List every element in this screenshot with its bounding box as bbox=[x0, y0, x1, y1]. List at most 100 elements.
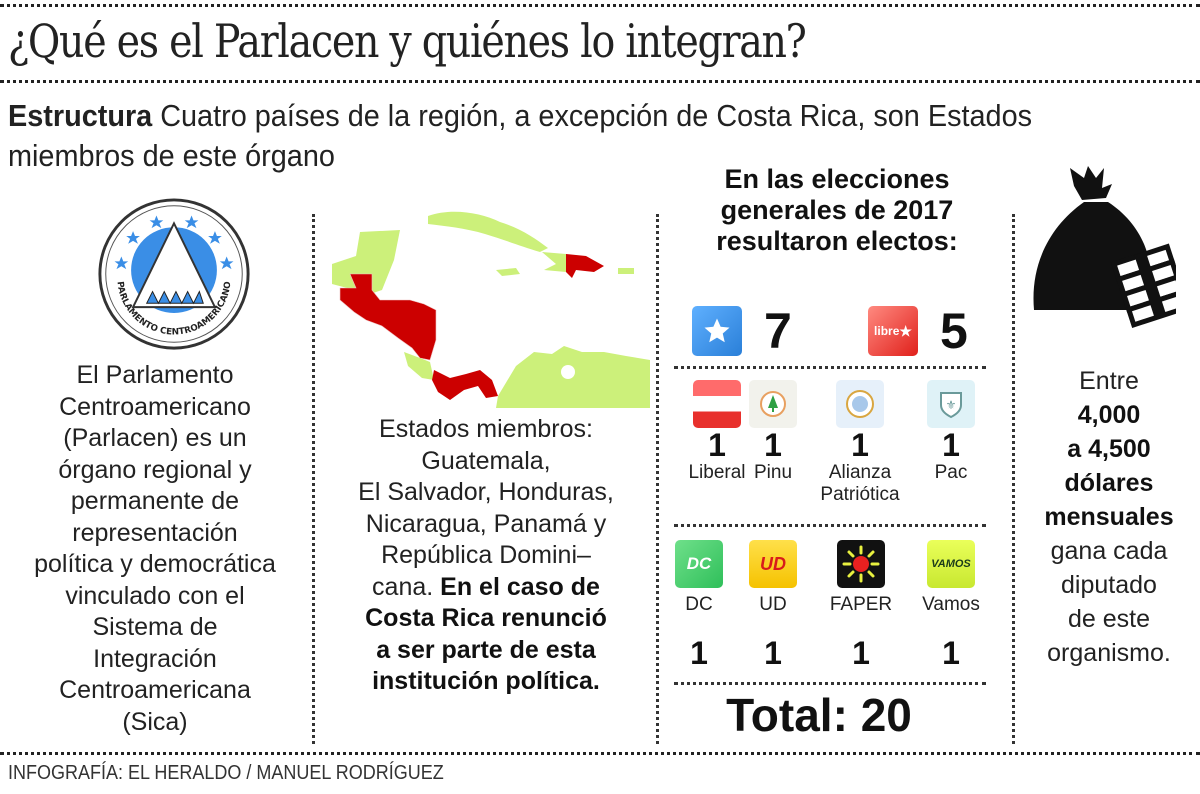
party-nacional: 7 bbox=[692, 302, 792, 360]
libre-logo-text: libre bbox=[874, 324, 900, 338]
description-line: El Parlamento bbox=[76, 361, 234, 389]
salary-currency: dólares bbox=[1064, 469, 1154, 497]
party-name: Liberal bbox=[688, 462, 746, 483]
description-line: representación bbox=[72, 518, 238, 547]
salary-text: Entre 4,000 a 4,500 dólares mensuales ga… bbox=[1018, 364, 1200, 670]
column-divider-2 bbox=[656, 214, 659, 744]
party-name: UD bbox=[759, 594, 787, 615]
party-liberal: 1 Liberal bbox=[672, 380, 762, 484]
party-seats: 1 bbox=[690, 635, 708, 671]
top-divider bbox=[0, 4, 1200, 7]
members-line-plain: cana. bbox=[372, 572, 441, 601]
page-title: ¿Qué es el Parlacen y quiénes lo integra… bbox=[8, 14, 807, 68]
member-states-text: Estados miembros: Guatemala, El Salvador… bbox=[326, 414, 646, 698]
svg-text:⚜: ⚜ bbox=[946, 398, 957, 412]
costa-rica-note-line: a ser parte de esta bbox=[376, 635, 596, 664]
party-name: DC bbox=[685, 594, 713, 615]
description-line: Centroamericana bbox=[59, 676, 251, 704]
party-name: FAPER bbox=[829, 594, 893, 615]
members-line: El Salvador, Honduras, bbox=[358, 478, 614, 506]
description-line: política y democrática bbox=[34, 550, 276, 578]
money-bag-icon bbox=[1033, 166, 1176, 329]
party-divider bbox=[674, 366, 986, 369]
party-seats: 5 bbox=[940, 303, 968, 359]
heading-line: generales de 2017 bbox=[720, 195, 954, 225]
parlacen-description: El Parlamento Centroamericano (Parlacen)… bbox=[0, 360, 310, 738]
party-divider bbox=[674, 682, 986, 685]
pac-shield-icon: ⚜ bbox=[927, 380, 975, 428]
party-libre: libre ★ 5 bbox=[868, 302, 968, 360]
subtitle-label: Estructura bbox=[8, 98, 153, 133]
party-dc: DC DC 1 bbox=[654, 540, 744, 670]
libre-logo-icon: libre ★ bbox=[868, 306, 918, 356]
members-line: República Domini– bbox=[381, 541, 591, 569]
salary-max: a 4,500 bbox=[1067, 435, 1151, 463]
party-vamos: VAMOS Vamos 1 bbox=[906, 540, 996, 670]
dc-logo-text: DC bbox=[686, 554, 712, 573]
party-seats: 1 bbox=[708, 427, 726, 463]
costa-rica-note-start: En el caso de bbox=[440, 572, 600, 601]
party-name: Pinu bbox=[753, 462, 793, 483]
description-line: (Parlacen) es un bbox=[63, 424, 247, 452]
costa-rica-note-line: institución política. bbox=[372, 667, 600, 695]
vamos-logo-icon: VAMOS bbox=[927, 540, 975, 588]
party-seats: 1 bbox=[764, 427, 782, 463]
party-name: Vamos bbox=[922, 594, 980, 615]
salary-line: organismo. bbox=[1047, 639, 1171, 667]
pinu-tree-icon bbox=[749, 380, 797, 428]
party-name: Pac bbox=[934, 462, 968, 483]
party-pac: ⚜ 1 Pac bbox=[906, 380, 996, 484]
description-line: (Sica) bbox=[122, 707, 188, 736]
description-line: Sistema de bbox=[92, 613, 218, 641]
party-seats: 1 bbox=[852, 635, 870, 671]
description-line: permanente de bbox=[70, 487, 240, 515]
party-seats: 1 bbox=[942, 427, 960, 463]
costa-rica-note-line: Costa Rica renunció bbox=[365, 604, 607, 632]
total-seats: Total: 20 bbox=[726, 689, 912, 741]
heading-line: resultaron electos: bbox=[716, 226, 958, 256]
parlacen-logo: PARLAMENTO CENTROAMERICANO bbox=[98, 198, 250, 350]
salary-line: gana cada bbox=[1050, 537, 1168, 565]
party-faper: FAPER 1 bbox=[816, 540, 906, 670]
party-seats: 1 bbox=[764, 635, 782, 671]
description-line: Centroamericano bbox=[59, 392, 251, 421]
heading-line: En las elecciones bbox=[724, 164, 950, 194]
vamos-logo-text: VAMOS bbox=[931, 558, 971, 570]
salary-line: de este bbox=[1067, 605, 1150, 633]
central-america-map bbox=[332, 211, 650, 408]
party-name: Alianza Patriótica bbox=[820, 462, 900, 505]
party-seats: 7 bbox=[764, 303, 792, 359]
description-line: Integración bbox=[93, 644, 217, 673]
star-icon bbox=[692, 306, 742, 356]
party-divider bbox=[674, 524, 986, 527]
salary-line: Entre bbox=[1079, 367, 1139, 395]
faper-sun-icon bbox=[837, 540, 885, 588]
dc-logo-icon: DC bbox=[675, 540, 723, 588]
description-line: órgano regional y bbox=[58, 455, 252, 484]
liberal-flag-icon bbox=[693, 380, 741, 428]
red-star-icon: ★ bbox=[899, 322, 912, 339]
column-divider-3 bbox=[1012, 214, 1015, 744]
elections-heading: En las elecciones generales de 2017 resu… bbox=[670, 164, 1004, 257]
members-line: Nicaragua, Panamá y bbox=[365, 509, 607, 538]
party-alianza-patriotica: 1 Alianza Patriótica bbox=[808, 380, 912, 506]
members-line: Guatemala, bbox=[421, 446, 551, 475]
party-ud: UD UD 1 bbox=[728, 540, 818, 670]
alianza-emblem-icon bbox=[836, 380, 884, 428]
members-line-mixed: cana. En el caso de bbox=[326, 572, 646, 604]
ud-logo-icon: UD bbox=[749, 540, 797, 588]
subtitle: Estructura Cuatro países de la región, a… bbox=[8, 96, 1115, 176]
description-line: vinculado con el bbox=[65, 581, 245, 610]
party-seats: 1 bbox=[851, 427, 869, 463]
infographic-credit: INFOGRAFÍA: EL HERALDO / MANUEL RODRÍGUE… bbox=[8, 762, 444, 784]
salary-min: 4,000 bbox=[1077, 401, 1141, 429]
footer-divider bbox=[0, 752, 1200, 755]
column-divider-1 bbox=[312, 214, 315, 744]
salary-line: diputado bbox=[1061, 571, 1157, 599]
ud-logo-text: UD bbox=[760, 553, 786, 574]
subtitle-text: Cuatro países de la región, a excepción … bbox=[8, 98, 1033, 173]
party-seats: 1 bbox=[942, 635, 960, 671]
title-divider bbox=[0, 80, 1200, 83]
salary-period: mensuales bbox=[1044, 503, 1174, 531]
members-line: Estados miembros: bbox=[379, 415, 593, 443]
